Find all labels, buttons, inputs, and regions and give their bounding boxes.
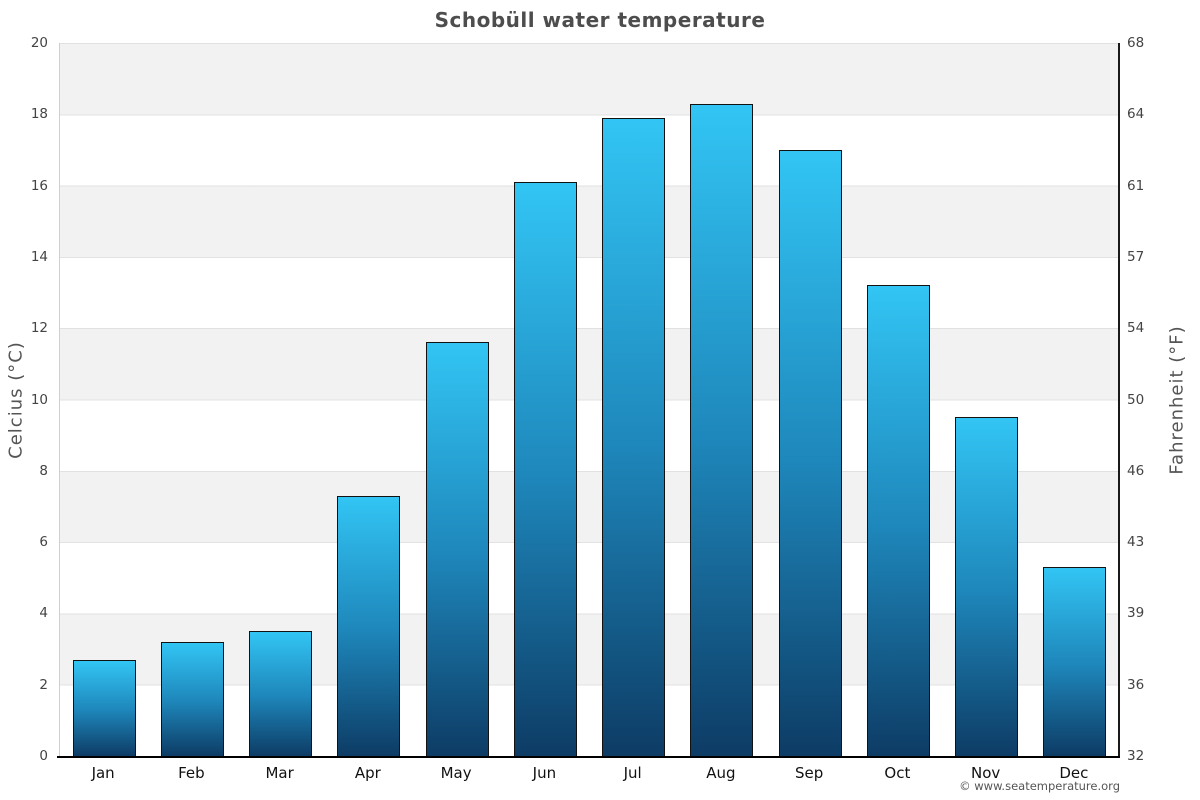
fahrenheit-tick: 39: [1127, 605, 1145, 622]
fahrenheit-tick: 36: [1127, 676, 1145, 693]
celsius-tick: 20: [30, 35, 48, 51]
bar-feb: [160, 641, 224, 756]
chart-title: Schobüll water temperature: [434, 8, 766, 32]
month-label: Nov: [970, 764, 1001, 782]
bar-jan: [72, 659, 136, 756]
bar-jul: [602, 117, 666, 756]
plot-area: [57, 43, 1120, 758]
celsius-tick: 2: [39, 676, 48, 693]
bar-dec: [1043, 567, 1107, 756]
fahrenheit-tick: 43: [1127, 534, 1145, 551]
fahrenheit-tick: 57: [1127, 248, 1145, 265]
fahrenheit-tick: 46: [1127, 462, 1145, 479]
bar-sep: [778, 149, 842, 756]
fahrenheit-tick: 32: [1127, 748, 1145, 764]
celsius-tick: 4: [39, 605, 48, 622]
month-label: Jul: [623, 764, 642, 782]
right-axis-line: [1118, 43, 1120, 756]
celsius-tick: 16: [30, 177, 48, 194]
bar-jun: [513, 182, 577, 756]
celsius-tick: 8: [39, 462, 48, 479]
month-label: Jan: [91, 764, 115, 782]
fahrenheit-tick: 61: [1127, 177, 1145, 194]
month-label: Sep: [794, 764, 824, 782]
month-label: Jun: [532, 764, 557, 782]
celsius-tick: 10: [30, 391, 48, 408]
right-axis-label: Fahrenheit (°F): [1166, 325, 1188, 475]
month-label: Oct: [884, 764, 911, 782]
celsius-tick: 12: [30, 320, 48, 337]
celsius-tick: 6: [39, 534, 48, 551]
bar-nov: [955, 417, 1019, 756]
fahrenheit-tick: 50: [1127, 391, 1145, 408]
month-label: Mar: [265, 764, 294, 782]
month-label: Apr: [354, 764, 381, 782]
month-label: Aug: [706, 764, 736, 782]
bar-mar: [249, 631, 313, 756]
fahrenheit-tick: 54: [1127, 320, 1145, 337]
celsius-tick: 14: [30, 248, 48, 265]
celsius-tick: 18: [30, 106, 48, 123]
bar-apr: [337, 495, 401, 756]
copyright-text: © www.seatemperature.org: [959, 779, 1120, 793]
month-label: Dec: [1059, 764, 1089, 782]
month-label: May: [440, 764, 472, 782]
celsius-tick: 0: [39, 748, 48, 764]
bar-may: [425, 342, 489, 756]
month-label: Feb: [178, 764, 205, 782]
x-axis-line: [57, 755, 1120, 758]
fahrenheit-tick: 64: [1127, 106, 1145, 123]
bar-aug: [690, 103, 754, 756]
fahrenheit-tick: 68: [1127, 35, 1145, 51]
bar-oct: [866, 285, 930, 756]
